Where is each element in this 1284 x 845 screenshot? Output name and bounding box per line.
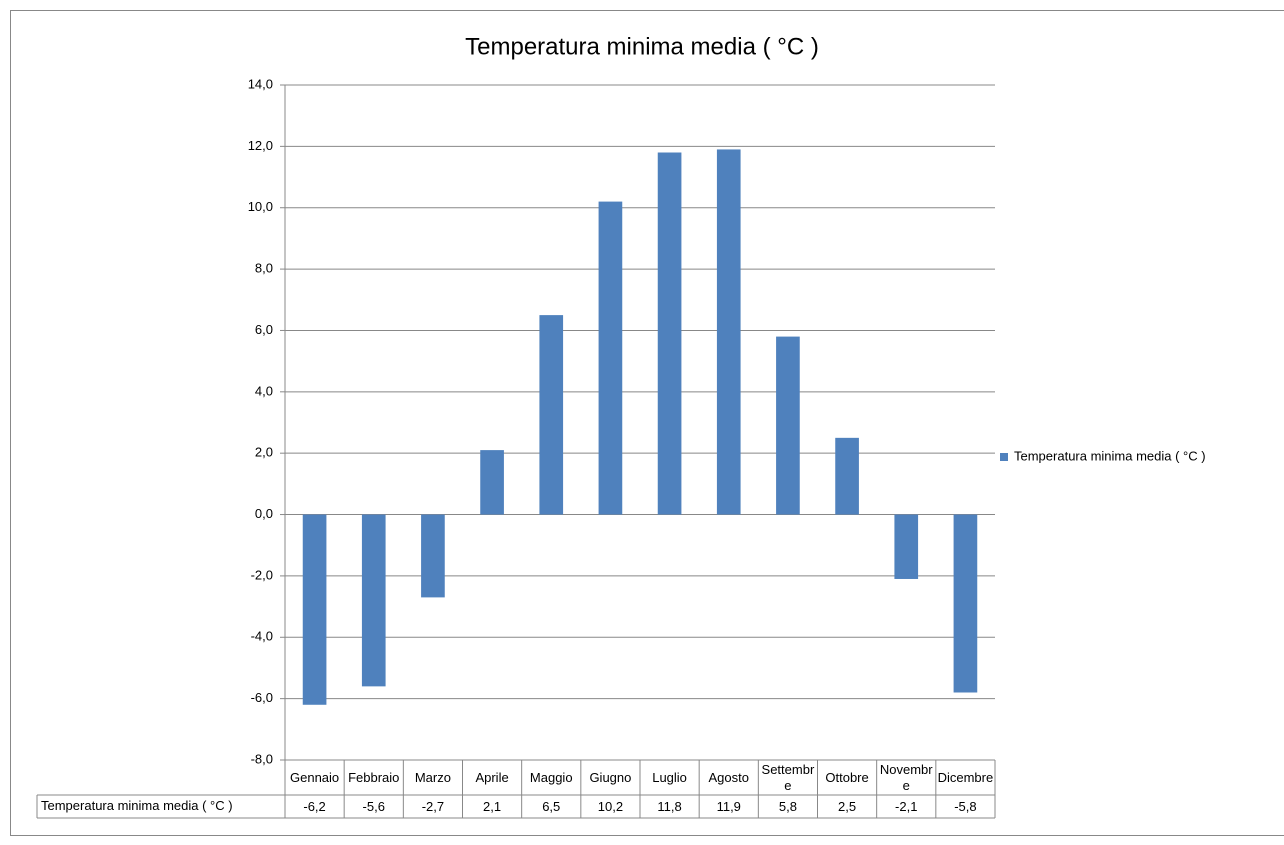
table-value: 11,8 — [657, 799, 681, 814]
x-tick-label: Aprile — [475, 769, 509, 785]
y-tick-label: 0,0 — [255, 506, 273, 521]
chart-title: Temperatura minima media ( °C ) — [465, 33, 819, 60]
table-value: 2,5 — [838, 799, 856, 814]
bar — [953, 514, 978, 693]
bar — [302, 514, 327, 705]
x-tick-label-cell: Aprile — [475, 769, 509, 785]
table-value: 2,1 — [483, 799, 501, 814]
y-tick-label: 14,0 — [248, 76, 273, 91]
table-value: 11,9 — [717, 799, 741, 814]
bar — [480, 450, 504, 515]
bar — [835, 437, 859, 515]
x-tick-label: Febbraio — [348, 769, 400, 785]
legend-label: Temperatura minima media ( °C ) — [1014, 448, 1206, 463]
chart-border — [10, 10, 1284, 836]
x-tick-label: Giugno — [589, 769, 632, 785]
y-tick-label: -6,0 — [251, 690, 273, 705]
x-tick-label-cell: Febbraio — [348, 769, 400, 785]
table-value: 6,5 — [542, 799, 560, 814]
bar — [598, 201, 623, 515]
x-tick-label: Novembre — [879, 761, 933, 793]
x-tick-label-cell: Gennaio — [290, 769, 340, 785]
y-tick-label: 12,0 — [248, 138, 273, 153]
bar — [539, 315, 564, 515]
y-tick-label: 8,0 — [255, 261, 273, 276]
bar — [421, 514, 445, 598]
x-tick-label: Marzo — [414, 769, 451, 785]
x-tick-label-cell: Novembre — [879, 761, 933, 793]
x-tick-label: Settembre — [761, 761, 815, 793]
x-tick-label: Dicembre — [937, 769, 994, 785]
bar — [894, 514, 919, 579]
table-value: -2,1 — [895, 799, 917, 814]
legend-swatch — [1000, 453, 1008, 461]
bar — [361, 514, 386, 687]
y-tick-label: -4,0 — [251, 629, 273, 644]
x-tick-label-cell: Giugno — [589, 769, 632, 785]
x-tick-label-cell: Maggio — [529, 769, 573, 785]
x-tick-label-cell: Dicembre — [937, 769, 994, 785]
y-tick-label: 4,0 — [255, 383, 273, 398]
table-value: 10,2 — [598, 799, 623, 814]
table-row-header: Temperatura minima media ( °C ) — [41, 798, 233, 813]
table-value: -2,7 — [422, 799, 444, 814]
y-tick-label: -8,0 — [251, 751, 273, 766]
table-value: -5,6 — [363, 799, 385, 814]
x-tick-label: Gennaio — [290, 769, 340, 785]
x-tick-label: Agosto — [708, 769, 749, 785]
x-tick-label: Ottobre — [825, 769, 869, 785]
x-tick-label-cell: Ottobre — [825, 769, 869, 785]
y-tick-label: 2,0 — [255, 445, 273, 460]
x-tick-label-cell: Settembre — [761, 761, 815, 793]
bar — [776, 336, 800, 515]
x-tick-label-cell: Agosto — [708, 769, 749, 785]
x-tick-label-cell: Luglio — [652, 769, 687, 785]
bar — [657, 152, 682, 515]
y-tick-label: -2,0 — [251, 567, 273, 582]
bar — [716, 149, 741, 515]
y-tick-label: 10,0 — [248, 199, 273, 214]
y-tick-label: 6,0 — [255, 322, 273, 337]
x-tick-label: Luglio — [652, 769, 687, 785]
x-tick-label: Maggio — [529, 769, 573, 785]
table-value: -5,8 — [954, 799, 976, 814]
table-value: 5,8 — [779, 799, 797, 814]
x-tick-label-cell: Marzo — [414, 769, 451, 785]
table-value: -6,2 — [303, 799, 325, 814]
